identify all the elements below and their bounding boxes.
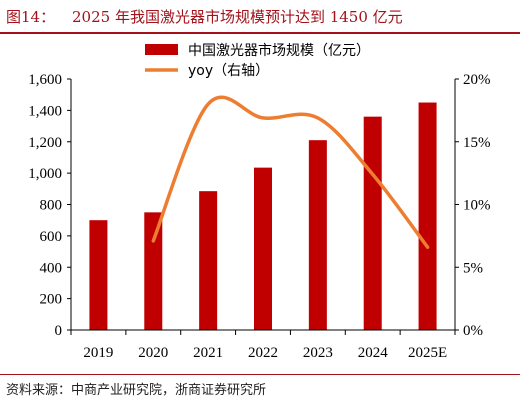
source-note: 资料来源：中商产业研究院，浙商证券研究所 bbox=[6, 383, 267, 398]
right-tick-label: 0% bbox=[463, 323, 483, 339]
left-tick-label: 1,400 bbox=[28, 103, 62, 119]
right-tick-label: 15% bbox=[463, 135, 491, 151]
bar-2024 bbox=[363, 116, 382, 331]
bar-line-chart: 0 200 400 600 800 1,000 1,200 1,400 1,600 0% 5% 10%… bbox=[28, 42, 490, 361]
left-tick-label: 1,200 bbox=[28, 135, 62, 151]
left-tick-label: 0 bbox=[55, 323, 63, 339]
x-tick-label: 2025E bbox=[408, 345, 447, 361]
left-tick-label: 1,600 bbox=[28, 72, 62, 88]
left-tick-label: 800 bbox=[40, 198, 63, 214]
legend: 中国激光器市场规模（亿元） yoy（右轴） bbox=[145, 42, 370, 79]
legend-swatch-bar bbox=[145, 44, 178, 55]
bar-2020 bbox=[144, 212, 163, 330]
left-tick-label: 200 bbox=[40, 292, 63, 308]
line-layer bbox=[151, 95, 430, 249]
left-tick-label: 1,000 bbox=[28, 166, 62, 182]
x-tick-label: 2020 bbox=[138, 345, 168, 361]
bar-2021 bbox=[199, 191, 218, 330]
right-tick-label: 10% bbox=[463, 198, 491, 214]
figure-label: 图14： bbox=[6, 8, 56, 26]
bar-2019 bbox=[89, 220, 108, 330]
x-tick-label: 2019 bbox=[83, 345, 113, 361]
legend-label-bar: 中国激光器市场规模（亿元） bbox=[188, 42, 370, 59]
axes-layer: 0 200 400 600 800 1,000 1,200 1,400 1,600 0% 5% 10%… bbox=[28, 72, 490, 361]
source-bar: 资料来源：中商产业研究院，浙商证券研究所 bbox=[0, 374, 520, 402]
figure-title-bar: 图14： 2025 年我国激光器市场规模预计达到 1450 亿元 bbox=[0, 0, 520, 34]
x-tick-label: 2021 bbox=[193, 345, 223, 361]
right-tick-label: 20% bbox=[463, 72, 491, 88]
left-tick-label: 400 bbox=[40, 260, 63, 276]
bar-2023 bbox=[308, 140, 327, 330]
x-tick-label: 2022 bbox=[248, 345, 278, 361]
figure-title: 2025 年我国激光器市场规模预计达到 1450 亿元 bbox=[72, 8, 403, 26]
left-tick-label: 600 bbox=[40, 229, 63, 245]
bar-2022 bbox=[254, 167, 272, 330]
bar-2025E bbox=[418, 102, 437, 330]
bars-layer bbox=[89, 102, 437, 331]
legend-label-line: yoy（右轴） bbox=[188, 63, 269, 79]
yoy-line bbox=[151, 95, 430, 249]
right-tick-label: 5% bbox=[463, 260, 483, 276]
x-tick-label: 2024 bbox=[358, 345, 389, 361]
x-tick-label: 2023 bbox=[303, 345, 333, 361]
